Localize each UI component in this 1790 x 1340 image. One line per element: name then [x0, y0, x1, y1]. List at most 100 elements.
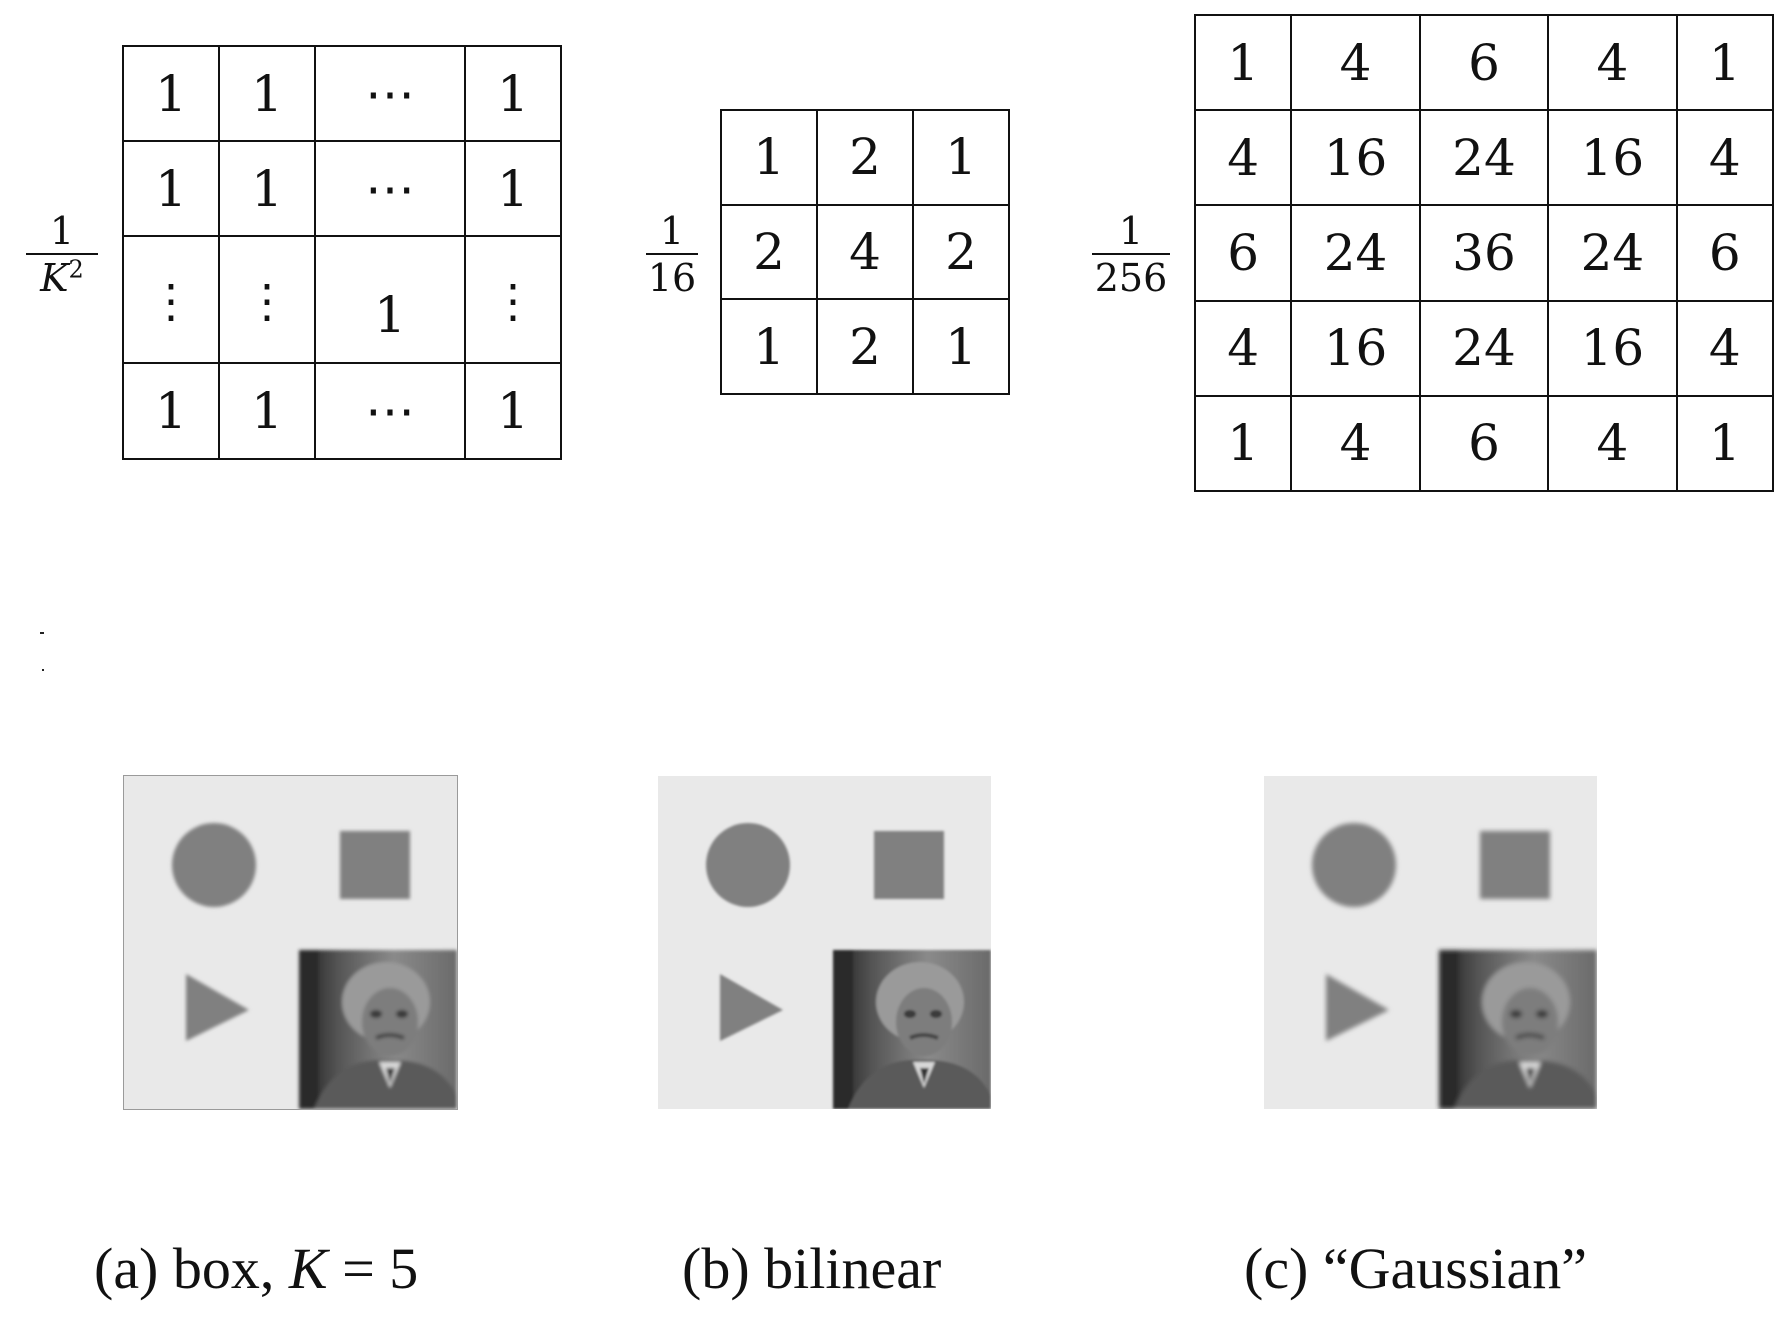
kernel-cell: ⋯ — [314, 362, 466, 460]
kernel-cell: 1 — [1675, 394, 1775, 493]
kernel-cell: 4 — [1675, 109, 1775, 207]
kernel-cell: 1 — [122, 362, 220, 460]
circle-shape — [172, 823, 256, 907]
box-kernel-row: ⋮ ⋮ 1 ⋮ — [122, 235, 562, 364]
bilinear-kernel-row: 2 4 2 — [720, 203, 1010, 301]
triangle-shape — [720, 974, 783, 1041]
kernel-cell: 16 — [1547, 109, 1678, 207]
kernel-cell: 1 — [1193, 13, 1293, 112]
kernel-cell: 4 — [1290, 394, 1421, 493]
kernel-cell: 1 — [122, 45, 220, 142]
gaussian-kernel-row: 6 24 36 24 6 — [1193, 204, 1775, 302]
gaussian-caption: (c) “Gaussian” — [1244, 1236, 1587, 1301]
gaussian-kernel-scale: 1 256 — [1092, 212, 1170, 297]
kernel-cell: 1 — [464, 45, 562, 142]
kernel-cell: 6 — [1418, 13, 1550, 112]
bilinear-kernel-row: 1 2 1 — [720, 109, 1010, 206]
gaussian-kernel-row: 1 4 6 4 1 — [1193, 394, 1775, 493]
stray-mark — [40, 632, 44, 634]
box-kernel-row: 1 1 ⋯ 1 — [122, 45, 562, 142]
circle-shape — [706, 823, 790, 907]
box-scale-denominator: K2 — [40, 255, 84, 300]
portrait-photo — [833, 950, 991, 1109]
kernel-cell: 1 — [218, 362, 316, 460]
square-shape — [874, 831, 944, 899]
portrait-photo — [1439, 950, 1597, 1109]
kernel-cell: ⋮ — [218, 235, 316, 364]
kernel-cell: 6 — [1193, 204, 1293, 302]
kernel-cell: 1 — [464, 140, 562, 237]
kernel-cell: 2 — [816, 298, 914, 395]
kernel-cell: 6 — [1675, 204, 1775, 302]
kernel-cell: 1 — [1675, 13, 1775, 112]
box-kernel-table: 1 1 ⋯ 1 1 1 ⋯ 1 ⋮ ⋮ 1 ⋮ 1 1 ⋯ 1 — [122, 45, 562, 460]
gaussian-kernel-table: 1 4 6 4 1 4 16 24 16 4 6 24 36 24 6 4 16… — [1193, 13, 1775, 493]
kernel-cell: 24 — [1547, 204, 1678, 302]
kernel-cell: 1 — [912, 109, 1010, 206]
kernel-cell: 1 — [464, 362, 562, 460]
kernel-cell: 16 — [1290, 109, 1421, 207]
kernel-cell: 1 — [218, 45, 316, 142]
gaussian-kernel-row: 4 16 24 16 4 — [1193, 299, 1775, 397]
gaussian-filtered-graphic — [1312, 823, 1597, 1109]
circle-shape — [1312, 823, 1396, 907]
box-filtered-image — [123, 775, 458, 1110]
gaussian-kernel-row: 1 4 6 4 1 — [1193, 13, 1775, 112]
kernel-cell: 1 — [720, 109, 818, 206]
box-caption: (a) box, K = 5 — [94, 1236, 419, 1301]
kernel-cell: 1 — [912, 298, 1010, 395]
kernel-cell: 2 — [912, 203, 1010, 301]
kernel-cell: 2 — [720, 203, 818, 301]
kernel-cell: ⋮ — [464, 235, 562, 364]
bilinear-kernel-table: 1 2 1 2 4 2 1 2 1 — [720, 109, 1010, 395]
triangle-shape — [1326, 974, 1389, 1041]
bilinear-caption: (b) bilinear — [682, 1236, 942, 1301]
kernel-cell: 24 — [1290, 204, 1421, 302]
kernel-cell: 4 — [816, 203, 914, 301]
kernel-cell: 24 — [1418, 109, 1550, 207]
bilinear-kernel-scale: 1 16 — [646, 212, 698, 297]
kernel-cell: ⋮ — [122, 235, 220, 364]
box-kernel-scale: 1 K2 — [26, 212, 98, 297]
kernel-cell: 2 — [816, 109, 914, 206]
kernel-cell: 36 — [1418, 204, 1550, 302]
kernel-cell: 16 — [1547, 299, 1678, 397]
bilinear-filtered-graphic — [706, 823, 991, 1109]
square-shape — [1480, 831, 1550, 899]
box-filtered-graphic — [172, 823, 457, 1109]
kernel-cell: 4 — [1675, 299, 1775, 397]
gaussian-scale-numerator: 1 — [1118, 209, 1144, 253]
bilinear-scale-numerator: 1 — [659, 209, 685, 253]
stray-mark — [42, 669, 44, 671]
gaussian-scale-bar — [1092, 253, 1170, 255]
kernel-cell: ⋯ — [314, 45, 466, 142]
kernel-cell: 4 — [1290, 13, 1421, 112]
portrait-photo — [299, 950, 457, 1109]
kernel-cell: 1 — [314, 235, 466, 364]
box-scale-bar — [26, 253, 98, 255]
bilinear-scale-bar — [646, 253, 698, 255]
gaussian-filtered-image — [1264, 776, 1597, 1109]
kernel-cell: 4 — [1193, 109, 1293, 207]
gaussian-scale-denominator: 256 — [1094, 256, 1168, 300]
bilinear-scale-denominator: 16 — [647, 256, 697, 300]
kernel-cell: 1 — [720, 298, 818, 395]
kernel-cell: 16 — [1290, 299, 1421, 397]
kernel-cell: 4 — [1547, 13, 1678, 112]
kernel-cell: 1 — [1193, 394, 1293, 493]
kernel-cell: 1 — [122, 140, 220, 237]
bilinear-filtered-image — [658, 776, 991, 1109]
kernel-cell: 6 — [1418, 394, 1550, 493]
box-scale-numerator: 1 — [49, 209, 75, 253]
box-kernel-row: 1 1 ⋯ 1 — [122, 362, 562, 460]
triangle-shape — [186, 974, 249, 1041]
gaussian-kernel-row: 4 16 24 16 4 — [1193, 109, 1775, 207]
kernel-cell: 4 — [1547, 394, 1678, 493]
box-kernel-row: 1 1 ⋯ 1 — [122, 140, 562, 237]
square-shape — [340, 831, 410, 899]
kernel-cell: ⋯ — [314, 140, 466, 237]
kernel-cell: 24 — [1418, 299, 1550, 397]
bilinear-kernel-row: 1 2 1 — [720, 298, 1010, 395]
kernel-cell: 4 — [1193, 299, 1293, 397]
kernel-cell: 1 — [218, 140, 316, 237]
